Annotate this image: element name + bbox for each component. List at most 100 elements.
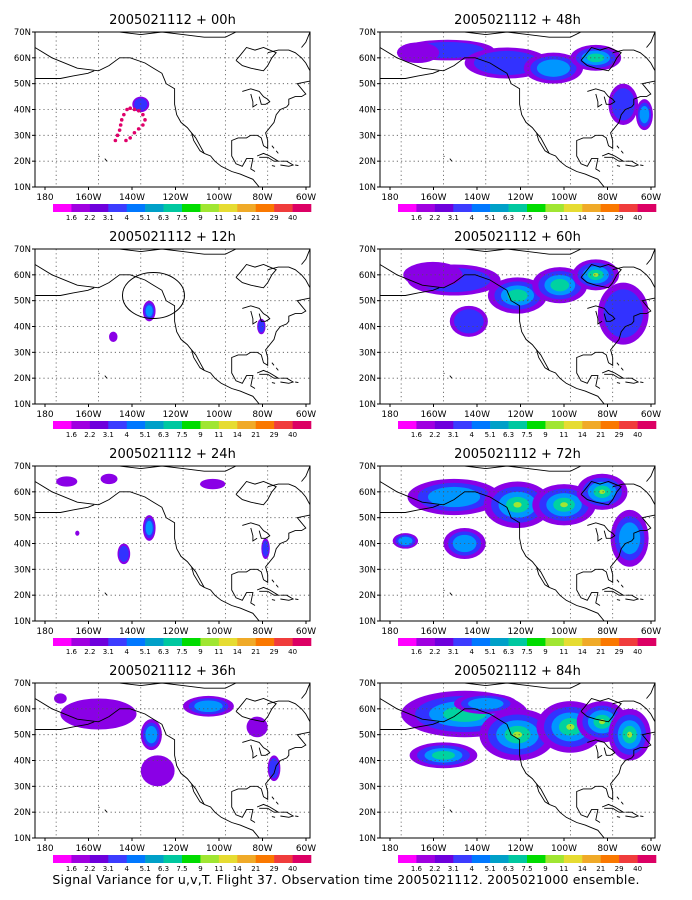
colorbar-label: 29 bbox=[615, 648, 624, 656]
lat-tick-label: 10N bbox=[14, 617, 31, 627]
lon-tick-label: 140W bbox=[119, 193, 145, 203]
lon-tick-label: 100W bbox=[206, 193, 232, 203]
lat-tick-label: 70N bbox=[359, 462, 376, 472]
colorbar-label: 6.3 bbox=[158, 648, 169, 656]
colorbar-swatch bbox=[582, 204, 602, 212]
variance-contour bbox=[603, 289, 644, 338]
colorbar-swatch bbox=[434, 855, 454, 863]
colorbar-swatch bbox=[237, 638, 257, 646]
colorbar-swatch bbox=[200, 421, 220, 429]
colorbar-swatch bbox=[490, 421, 509, 429]
lat-tick-label: 30N bbox=[14, 348, 31, 358]
colorbar-label: 1.6 bbox=[411, 648, 423, 656]
lat-tick-label: 10N bbox=[359, 400, 376, 410]
lat-tick-label: 40N bbox=[14, 757, 31, 767]
variance-contour bbox=[512, 731, 523, 738]
colorbar-label: 21 bbox=[251, 214, 260, 222]
lon-tick-label: 120W bbox=[162, 627, 188, 637]
colorbar-swatch bbox=[416, 855, 436, 863]
colorbar-swatch bbox=[89, 638, 109, 646]
colorbar-label: 14 bbox=[233, 648, 242, 656]
colorbar-swatch bbox=[292, 421, 312, 429]
lat-tick-label: 30N bbox=[14, 565, 31, 575]
colorbar-swatch bbox=[53, 638, 72, 646]
lat-tick-label: 50N bbox=[359, 731, 376, 741]
colorbar-swatch bbox=[619, 855, 638, 863]
coastline bbox=[35, 466, 310, 621]
variance-contour bbox=[109, 331, 118, 343]
colorbar-label: 2.2 bbox=[84, 865, 95, 873]
lat-tick-label: 60N bbox=[14, 271, 31, 281]
variance-contour bbox=[398, 536, 413, 546]
lat-tick-label: 60N bbox=[14, 54, 31, 64]
lat-tick-label: 60N bbox=[14, 705, 31, 715]
colorbar-label: 11 bbox=[559, 865, 568, 873]
colorbar-label: 1.6 bbox=[66, 431, 78, 439]
colorbar-label: 14 bbox=[578, 865, 587, 873]
colorbar-label: 14 bbox=[578, 648, 587, 656]
variance-contour bbox=[262, 540, 269, 557]
panel-title: 2005021112 + 60h bbox=[454, 230, 581, 245]
colorbar-swatch bbox=[508, 638, 528, 646]
colorbar-swatch bbox=[398, 855, 417, 863]
lon-tick-label: 120W bbox=[162, 193, 188, 203]
colorbar-swatch bbox=[89, 421, 109, 429]
lon-tick-label: 140W bbox=[464, 844, 490, 854]
coastline bbox=[380, 683, 655, 838]
colorbar-label: 40 bbox=[288, 214, 297, 222]
colorbar-swatch bbox=[508, 204, 528, 212]
colorbar-label: 5.1 bbox=[485, 214, 496, 222]
colorbar-label: 7.5 bbox=[521, 214, 532, 222]
lon-tick-label: 60W bbox=[641, 844, 661, 854]
colorbar-label: 5.1 bbox=[140, 214, 151, 222]
variance-contour bbox=[246, 716, 268, 738]
colorbar-swatch bbox=[126, 855, 146, 863]
lat-tick-label: 10N bbox=[359, 834, 376, 844]
colorbar-swatch bbox=[108, 638, 128, 646]
colorbar-swatch bbox=[163, 855, 183, 863]
map-panel: 2005021112 + 24h 10N 20N 30N 40N 50N 60N 70N 180… bbox=[14, 447, 316, 656]
lon-tick-label: 160W bbox=[420, 410, 446, 420]
colorbar-label: 40 bbox=[288, 648, 297, 656]
colorbar-swatch bbox=[582, 855, 602, 863]
lat-tick-label: 70N bbox=[359, 245, 376, 255]
variance-contour bbox=[194, 700, 223, 713]
lon-tick-label: 60W bbox=[641, 193, 661, 203]
colorbar-label: 7.5 bbox=[521, 431, 532, 439]
lat-tick-label: 20N bbox=[359, 157, 376, 167]
lon-tick-label: 180 bbox=[381, 627, 398, 637]
colorbar-swatch bbox=[619, 638, 638, 646]
colorbar-label: 14 bbox=[233, 431, 242, 439]
lat-tick-label: 60N bbox=[359, 271, 376, 281]
lon-tick-label: 180 bbox=[381, 193, 398, 203]
colorbar-swatch bbox=[434, 421, 454, 429]
lat-tick-label: 60N bbox=[359, 54, 376, 64]
lat-tick-label: 60N bbox=[359, 488, 376, 498]
colorbar-swatch bbox=[416, 204, 436, 212]
colorbar-swatch bbox=[145, 421, 164, 429]
colorbar-swatch bbox=[182, 638, 201, 646]
colorbar-swatch bbox=[163, 638, 183, 646]
colorbar-swatch bbox=[145, 204, 164, 212]
colorbar-label: 9 bbox=[543, 431, 547, 439]
colorbar-label: 2.2 bbox=[84, 214, 95, 222]
colorbar-swatch bbox=[182, 855, 201, 863]
colorbar-swatch bbox=[434, 638, 454, 646]
lat-tick-label: 30N bbox=[359, 782, 376, 792]
variance-contour bbox=[560, 502, 568, 508]
lon-tick-label: 140W bbox=[119, 627, 145, 637]
colorbar-label: 4 bbox=[124, 865, 129, 873]
variance-contour bbox=[536, 59, 571, 77]
lon-tick-label: 160W bbox=[75, 627, 101, 637]
colorbar-swatch bbox=[545, 638, 565, 646]
colorbar-swatch bbox=[637, 421, 657, 429]
colorbar-label: 6.3 bbox=[503, 865, 514, 873]
lon-tick-label: 80W bbox=[252, 844, 272, 854]
flight-track-point bbox=[122, 112, 126, 117]
lat-tick-label: 40N bbox=[359, 540, 376, 550]
lon-tick-label: 60W bbox=[296, 627, 316, 637]
colorbar-swatch bbox=[619, 421, 638, 429]
colorbar-swatch bbox=[71, 204, 91, 212]
colorbar-swatch bbox=[89, 204, 109, 212]
